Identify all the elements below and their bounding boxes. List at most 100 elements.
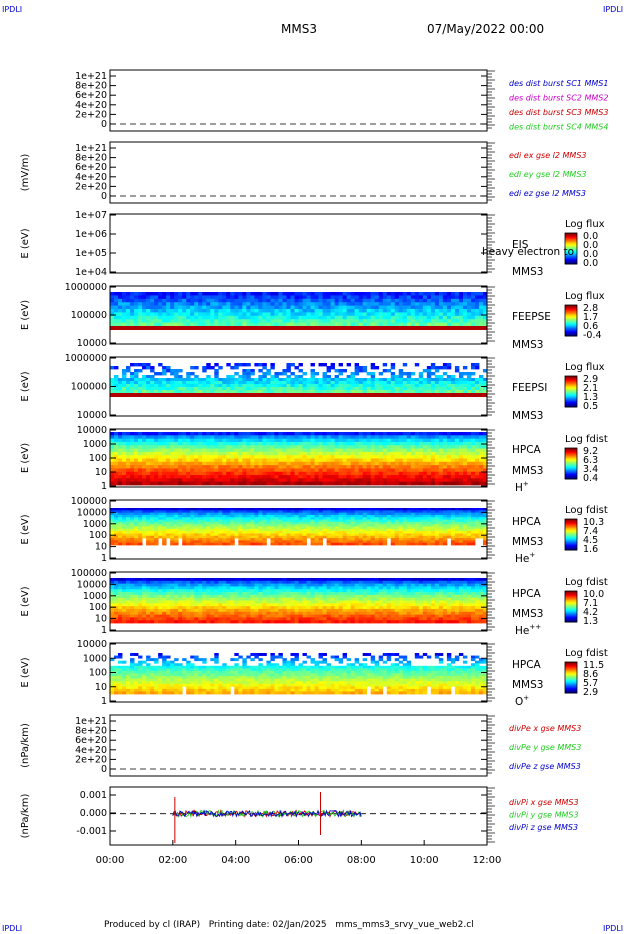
heat-cell — [146, 465, 151, 469]
heat-cell — [374, 478, 380, 483]
heat-cell — [342, 315, 348, 320]
heat-cell — [282, 309, 287, 313]
heat-cell — [398, 478, 404, 483]
heat-cell — [398, 302, 404, 306]
heat-cell — [118, 438, 123, 443]
heat-cell — [478, 375, 484, 379]
heat-cell — [438, 381, 444, 385]
heat-cell — [234, 366, 239, 370]
heat-cell — [334, 375, 340, 379]
heat-cell — [362, 458, 368, 463]
ytick-label: 10000 — [77, 410, 107, 421]
heat-cell — [302, 319, 307, 323]
heat-cell — [274, 526, 279, 530]
heat-cell — [202, 481, 207, 486]
heat-cell — [398, 315, 404, 320]
heat-cell — [186, 528, 191, 532]
heat-cell — [470, 461, 476, 466]
heat-cell — [230, 441, 235, 446]
heat-cell — [462, 378, 468, 382]
heat-cell — [426, 508, 432, 511]
heat-cell — [110, 478, 115, 483]
heat-cell — [306, 535, 311, 539]
heat-cell — [426, 533, 432, 537]
heat-cell — [410, 478, 416, 483]
heat-cell — [402, 538, 408, 541]
heat-cell — [114, 387, 119, 391]
heat-cell — [458, 305, 464, 310]
heat-cell — [250, 302, 255, 306]
heat-cell — [194, 378, 199, 382]
heat-cell — [118, 475, 123, 479]
heat-cell — [286, 378, 291, 382]
heat-cell — [390, 309, 396, 313]
heat-cell — [266, 292, 271, 296]
heat-cell — [362, 322, 368, 327]
heat-cell — [394, 517, 400, 520]
heat-cell — [134, 542, 139, 546]
heat-cell — [238, 438, 243, 443]
heat-cell — [390, 322, 396, 327]
heat-cell — [294, 468, 299, 473]
heat-cell — [406, 302, 412, 306]
colorbar-tick: 1.7 — [583, 312, 598, 323]
heat-cell — [422, 468, 428, 473]
heat-cell — [206, 363, 211, 367]
heat-cell — [118, 508, 123, 511]
heat-cell — [398, 461, 404, 466]
heat-cell — [474, 510, 480, 514]
heat-cell — [470, 315, 476, 320]
heat-cell — [130, 510, 135, 514]
heat-cell — [418, 322, 424, 327]
heat-cell — [474, 298, 480, 303]
heat-cell — [390, 478, 396, 483]
heat-cell — [446, 441, 452, 446]
heat-cell — [358, 438, 364, 443]
heat-cell — [338, 508, 344, 511]
heat-cell — [262, 478, 267, 483]
heat-cell — [206, 312, 211, 317]
heat-cell — [338, 445, 344, 449]
heat-cell — [174, 448, 179, 453]
heat-cell — [478, 315, 484, 320]
colorbar-frame — [564, 232, 578, 265]
heat-cell — [270, 298, 275, 303]
heat-cell — [166, 315, 171, 320]
heat-cell — [338, 451, 344, 456]
heat-cell — [390, 319, 396, 323]
heat-cell — [146, 528, 151, 532]
heat-cell — [186, 519, 191, 523]
heat-cell — [482, 305, 488, 310]
heat-cell — [462, 475, 468, 479]
heat-cell — [342, 538, 348, 541]
heat-cell — [354, 524, 360, 527]
heat-cell — [310, 372, 315, 376]
heat-cell — [426, 384, 432, 388]
heat-cell — [158, 524, 163, 527]
heat-cell — [450, 375, 456, 379]
heat-cell — [242, 298, 247, 303]
heat-cell — [290, 514, 295, 518]
heat-cell — [298, 432, 303, 436]
heat-cell — [166, 441, 171, 446]
heat-cell — [158, 510, 163, 514]
heat-cell — [190, 519, 195, 523]
heat-cell — [174, 519, 179, 523]
heat-cell — [302, 468, 307, 473]
legend-entry: edi ez gse l2 MMS3 — [509, 189, 586, 198]
heat-cell — [406, 372, 412, 376]
heat-cell — [170, 302, 175, 306]
heat-cell — [182, 461, 187, 466]
heat-cell — [186, 292, 191, 296]
heat-cell — [470, 540, 476, 544]
heat-cell — [398, 538, 404, 541]
heat-cell — [374, 533, 380, 537]
heat-cell — [374, 292, 380, 296]
heat-cell — [450, 432, 456, 436]
heat-cell — [482, 524, 488, 527]
heat-cell — [110, 508, 115, 511]
heat-cell — [302, 512, 307, 516]
heat-cell — [458, 302, 464, 306]
heat-cell — [186, 448, 191, 453]
heat-cell — [182, 322, 187, 327]
